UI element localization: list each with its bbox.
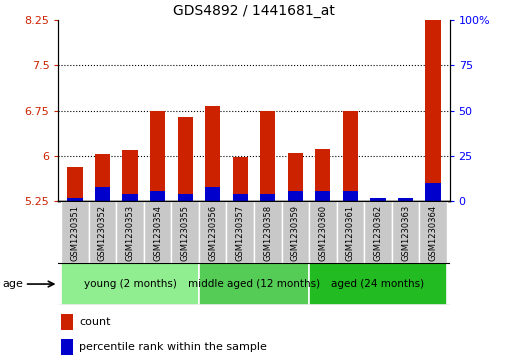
Bar [309, 263, 447, 305]
Bar [205, 106, 220, 201]
Bar [178, 117, 193, 201]
Text: age: age [3, 279, 23, 289]
Bar [426, 14, 440, 201]
Bar [309, 201, 337, 263]
Text: GSM1230362: GSM1230362 [373, 205, 383, 261]
Bar [233, 194, 248, 201]
Bar [61, 201, 89, 263]
Text: percentile rank within the sample: percentile rank within the sample [79, 342, 267, 352]
Bar [315, 149, 330, 201]
Bar [61, 263, 199, 305]
Bar [254, 201, 281, 263]
Bar [281, 201, 309, 263]
Bar [227, 201, 254, 263]
Bar [95, 187, 110, 201]
Text: GSM1230359: GSM1230359 [291, 205, 300, 261]
Bar [89, 201, 116, 263]
Bar [68, 198, 82, 201]
Bar [150, 111, 165, 201]
Bar [171, 201, 199, 263]
Text: count: count [79, 317, 110, 327]
Text: middle aged (12 months): middle aged (12 months) [188, 279, 320, 289]
Bar [61, 339, 74, 355]
Bar [288, 153, 303, 201]
Bar [364, 201, 392, 263]
Text: GSM1230353: GSM1230353 [125, 205, 135, 261]
Text: GSM1230356: GSM1230356 [208, 205, 217, 261]
Text: GSM1230363: GSM1230363 [401, 205, 410, 261]
Text: GSM1230361: GSM1230361 [346, 205, 355, 261]
Bar [398, 200, 413, 201]
Bar [370, 199, 386, 201]
Bar [260, 111, 275, 201]
Bar [95, 154, 110, 201]
Bar [199, 201, 227, 263]
Bar [205, 187, 220, 201]
Bar [398, 198, 413, 201]
Bar [370, 198, 386, 201]
Bar [178, 194, 193, 201]
Bar [260, 194, 275, 201]
Text: GSM1230354: GSM1230354 [153, 205, 162, 261]
Bar [61, 314, 74, 330]
Title: GDS4892 / 1441681_at: GDS4892 / 1441681_at [173, 4, 335, 17]
Bar [68, 167, 82, 201]
Bar [150, 191, 165, 201]
Text: GSM1230358: GSM1230358 [263, 205, 272, 261]
Bar [116, 201, 144, 263]
Bar [233, 157, 248, 201]
Bar [337, 201, 364, 263]
Text: GSM1230360: GSM1230360 [319, 205, 327, 261]
Text: GSM1230352: GSM1230352 [98, 205, 107, 261]
Bar [199, 263, 309, 305]
Bar [122, 194, 138, 201]
Bar [426, 183, 440, 201]
Bar [122, 150, 138, 201]
Text: GSM1230355: GSM1230355 [181, 205, 189, 261]
Bar [419, 201, 447, 263]
Bar [392, 201, 419, 263]
Text: aged (24 months): aged (24 months) [331, 279, 425, 289]
Bar [315, 191, 330, 201]
Bar [343, 111, 358, 201]
Text: young (2 months): young (2 months) [84, 279, 176, 289]
Bar [288, 191, 303, 201]
Bar [343, 191, 358, 201]
Text: GSM1230357: GSM1230357 [236, 205, 245, 261]
Text: GSM1230364: GSM1230364 [429, 205, 437, 261]
Text: GSM1230351: GSM1230351 [71, 205, 79, 261]
Bar [144, 201, 171, 263]
